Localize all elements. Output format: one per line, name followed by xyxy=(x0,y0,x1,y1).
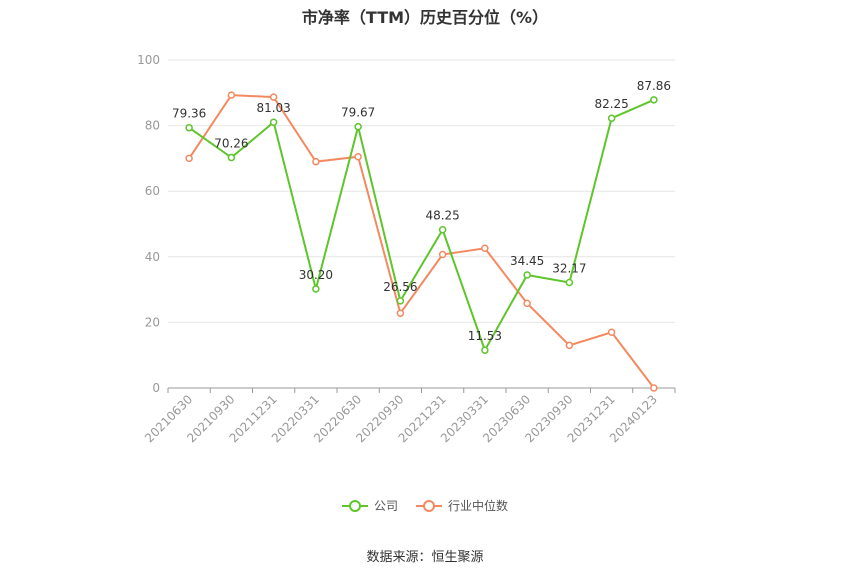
data-point xyxy=(227,91,236,99)
y-tick-label: 40 xyxy=(145,250,160,264)
data-point xyxy=(607,114,616,122)
data-point xyxy=(523,271,531,279)
y-tick-label: 60 xyxy=(145,184,160,198)
legend-label-company: 公司 xyxy=(373,499,398,513)
data-label: 32.17 xyxy=(552,261,586,275)
y-tick-label: 0 xyxy=(152,381,160,395)
data-label: 48.25 xyxy=(425,209,459,223)
data-label: 79.36 xyxy=(172,107,206,121)
data-point xyxy=(438,225,447,234)
data-point xyxy=(312,285,320,293)
data-label: 30.20 xyxy=(299,268,333,282)
y-tick-label: 20 xyxy=(145,315,160,329)
data-point xyxy=(227,153,236,162)
data-point xyxy=(523,299,531,308)
data-point xyxy=(565,341,574,350)
data-point xyxy=(650,96,658,104)
data-point xyxy=(354,153,362,161)
y-tick-label: 100 xyxy=(137,53,160,67)
data-point xyxy=(185,123,193,132)
chart-title: 市净率（TTM）历史百分位（%） xyxy=(301,8,549,27)
data-point xyxy=(565,278,574,287)
legend-item-industry-median[interactable]: 行业中位数 xyxy=(416,497,508,514)
legend: 公司 行业中位数 xyxy=(0,497,850,514)
series-line-company xyxy=(188,98,655,353)
data-point xyxy=(185,154,193,163)
data-label: 26.56 xyxy=(383,280,417,294)
data-label: 34.45 xyxy=(510,254,544,268)
data-label: 11.53 xyxy=(468,329,502,343)
data-label: 87.86 xyxy=(637,79,671,93)
data-label: 81.03 xyxy=(256,101,290,115)
data-point xyxy=(269,93,278,101)
data-point xyxy=(269,118,278,126)
legend-label-industry-median: 行业中位数 xyxy=(448,499,509,513)
data-label: 82.25 xyxy=(594,97,628,111)
data-point xyxy=(396,297,405,305)
data-point xyxy=(438,250,447,259)
legend-swatch-company xyxy=(341,499,368,513)
data-point xyxy=(650,384,658,392)
data-point xyxy=(312,157,320,166)
data-point xyxy=(396,309,405,317)
data-label: 79.67 xyxy=(341,106,375,120)
data-point xyxy=(481,346,489,354)
series-line-industry-median xyxy=(188,94,655,389)
data-label: 70.26 xyxy=(214,137,248,151)
legend-swatch-industry-median xyxy=(416,499,442,513)
data-point xyxy=(481,244,489,253)
y-tick-label: 80 xyxy=(145,119,160,133)
data-point xyxy=(607,328,616,336)
legend-item-company[interactable]: 公司 xyxy=(341,497,398,514)
data-point xyxy=(354,122,362,131)
data-source: 数据来源：恒生聚源 xyxy=(366,550,484,565)
